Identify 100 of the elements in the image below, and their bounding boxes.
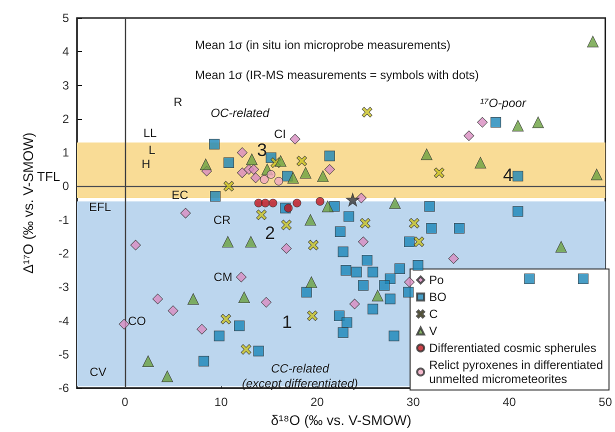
point — [360, 218, 370, 229]
annotation: OC-related — [210, 106, 270, 120]
point — [474, 156, 486, 168]
annotation: Mean 1σ (IR-MS measurements = symbols with dots) — [195, 68, 479, 82]
annotation: 2 — [264, 223, 276, 243]
x-tick-label: 30 — [406, 395, 420, 410]
point — [322, 200, 334, 212]
point — [236, 272, 247, 282]
point — [287, 172, 299, 184]
point — [304, 214, 316, 226]
point — [512, 120, 524, 132]
point — [414, 236, 424, 248]
point — [356, 192, 367, 204]
y-tick-label: -2 — [58, 246, 70, 261]
point — [198, 356, 210, 366]
point — [477, 117, 488, 128]
point — [142, 355, 154, 367]
point — [316, 197, 324, 206]
point — [349, 298, 360, 310]
y-tick-label: 2 — [62, 112, 70, 126]
point — [187, 293, 200, 305]
point — [152, 294, 163, 304]
point — [300, 166, 312, 179]
point — [248, 164, 260, 175]
annotation: CO — [128, 314, 146, 328]
legend-label: Differentiated cosmic spherules — [429, 341, 596, 355]
annotation: CR — [213, 213, 231, 227]
point — [403, 286, 414, 298]
point — [324, 150, 335, 162]
point — [292, 198, 302, 208]
point — [180, 208, 191, 218]
x-tick-label: 10 — [214, 395, 228, 410]
point — [238, 291, 250, 304]
point — [246, 154, 258, 166]
point — [240, 344, 252, 355]
point — [412, 260, 424, 271]
point — [290, 134, 300, 144]
point — [161, 370, 174, 382]
point — [301, 286, 312, 298]
point — [268, 198, 278, 208]
point — [284, 204, 293, 212]
annotation: Mean 1σ (in situ ion microprobe measurements) — [195, 38, 451, 52]
point — [426, 222, 437, 234]
point — [209, 138, 220, 150]
point — [358, 236, 369, 248]
point — [130, 240, 141, 250]
point — [223, 180, 234, 192]
point — [420, 148, 432, 160]
point — [454, 222, 465, 234]
point — [368, 266, 378, 278]
point — [234, 320, 245, 332]
legend-label: Po — [429, 273, 444, 287]
point — [587, 36, 599, 48]
point — [384, 294, 396, 304]
annotation: LL — [143, 126, 157, 140]
point — [256, 210, 267, 220]
point — [196, 324, 208, 335]
y-tick-label: 4 — [62, 44, 70, 59]
point — [555, 240, 567, 253]
point — [324, 164, 335, 175]
point — [404, 236, 415, 248]
legend-label: BO — [429, 290, 446, 304]
point — [524, 273, 535, 284]
annotation: CC-related (except differentiated) — [242, 362, 358, 390]
point — [358, 280, 369, 291]
x-tick-label: 50 — [598, 395, 612, 410]
point — [590, 168, 602, 180]
y-tick-label: -6 — [58, 381, 70, 396]
point — [281, 220, 292, 230]
point — [404, 276, 415, 288]
point — [210, 191, 221, 202]
point — [448, 253, 459, 264]
point — [266, 170, 276, 179]
x-axis-title: δ¹⁸O (‰ vs. V-SMOW) — [270, 412, 412, 428]
annotation: EC — [172, 188, 189, 202]
point — [464, 130, 474, 142]
annotation: EFL — [88, 200, 112, 214]
point — [368, 304, 378, 314]
x-tick-label: 40 — [502, 395, 516, 410]
point — [338, 246, 348, 258]
point — [260, 175, 269, 184]
point — [388, 330, 400, 342]
point — [512, 206, 524, 217]
point — [389, 197, 401, 209]
legend-label: Relict pyroxenes in differentiated unmelted micrometeorites — [429, 358, 604, 386]
point — [236, 167, 248, 178]
point — [424, 201, 435, 212]
point — [274, 176, 284, 186]
annotation: 3 — [256, 140, 268, 160]
point — [512, 170, 524, 182]
point — [281, 243, 292, 254]
point — [334, 226, 346, 237]
point — [344, 211, 354, 222]
y-tick-label: 1 — [62, 146, 70, 160]
point — [236, 147, 248, 158]
point — [340, 265, 352, 276]
point — [306, 276, 318, 288]
point — [253, 346, 264, 356]
point — [317, 170, 329, 182]
annotation: 4 — [502, 165, 514, 185]
